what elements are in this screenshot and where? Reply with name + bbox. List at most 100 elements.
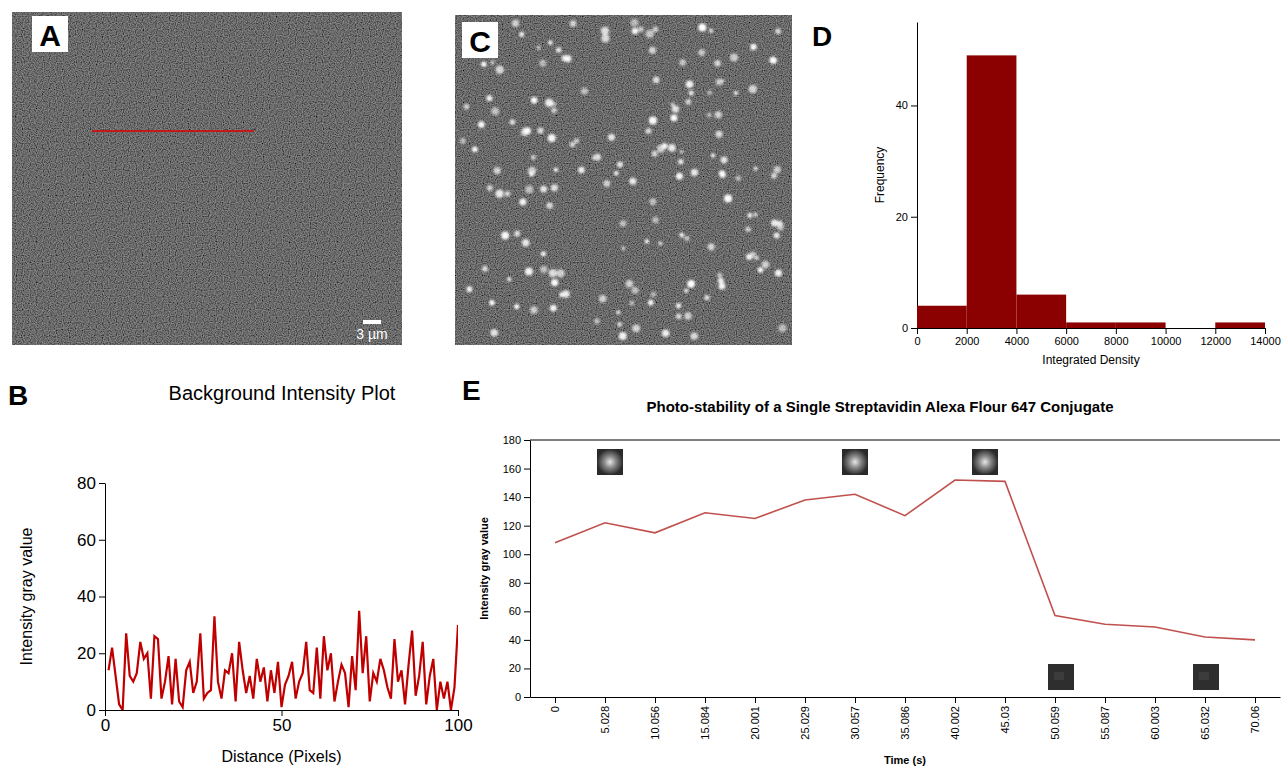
- spot: [698, 24, 706, 32]
- spot: [629, 178, 636, 185]
- spot: [525, 186, 533, 194]
- spot: [540, 266, 547, 273]
- spot: [769, 57, 776, 64]
- tick-label: 80: [77, 474, 96, 493]
- spot: [646, 128, 652, 134]
- spot: [557, 269, 565, 277]
- spot: [771, 173, 777, 179]
- tick: [1166, 328, 1167, 334]
- tick-label: 12000: [1200, 335, 1231, 347]
- tick-group: 6000: [1054, 328, 1078, 347]
- spot: [707, 113, 712, 118]
- tick-group: 20: [77, 644, 105, 663]
- spot: [717, 273, 722, 278]
- spot: [775, 270, 782, 277]
- tick-group: 60: [77, 531, 105, 550]
- spot: [570, 20, 577, 27]
- tick: [755, 697, 756, 703]
- spot: [746, 254, 752, 260]
- spot: [632, 28, 638, 34]
- tick-label: 45.03: [999, 706, 1011, 734]
- spot: [541, 251, 546, 256]
- spot: [691, 169, 698, 176]
- spot: [524, 127, 531, 134]
- bar: [1166, 328, 1216, 329]
- y-axis-title: Frequency: [873, 147, 887, 204]
- tick-label: 10.056: [649, 706, 661, 740]
- spot: [556, 47, 562, 53]
- tick-label: 160: [503, 463, 521, 475]
- tick: [855, 697, 856, 703]
- spot: [714, 60, 721, 67]
- spot: [649, 47, 656, 54]
- plot-area: [555, 480, 1255, 640]
- spot: [578, 167, 585, 174]
- spot: [632, 287, 639, 294]
- tick-group: 14000: [1250, 328, 1281, 347]
- spot: [687, 280, 694, 287]
- spot: [676, 313, 682, 319]
- spot: [596, 155, 600, 159]
- axis-line: [918, 328, 1266, 329]
- tick-group: 50.059: [1049, 697, 1061, 740]
- spot: [601, 27, 609, 35]
- figure: 3 µmA050100020406080Distance (Pixels)Int…: [0, 0, 1288, 773]
- tick-label: 180: [503, 434, 521, 446]
- spot: [678, 159, 683, 164]
- spot: [662, 329, 669, 336]
- image-ground: [455, 15, 792, 345]
- spot: [774, 232, 780, 238]
- spot: [679, 59, 686, 66]
- spot: [548, 40, 553, 45]
- tick: [524, 668, 530, 669]
- tick-group: 180: [503, 434, 530, 446]
- bar: [967, 55, 1017, 328]
- axis: 050100: [101, 710, 473, 735]
- spot: [687, 281, 694, 288]
- tick: [605, 697, 606, 703]
- tick-group: 55.087: [1099, 697, 1111, 740]
- panel-letter: D: [812, 21, 832, 52]
- axis: 02000400060008000100001200014000: [914, 328, 1280, 347]
- tick-group: 70.06: [1249, 697, 1261, 734]
- spots: [460, 19, 786, 340]
- tick-group: 30.057: [849, 697, 861, 740]
- spot: [745, 227, 751, 233]
- spot: [698, 49, 705, 56]
- tick-label: 15.084: [699, 706, 711, 740]
- spot: [707, 90, 712, 95]
- spot: [549, 269, 557, 277]
- spot: [679, 233, 684, 238]
- tick-group: 10000: [1151, 328, 1182, 347]
- tick-group: 15.084: [699, 697, 711, 740]
- tick-group: 45.03: [999, 697, 1011, 734]
- spot: [716, 131, 723, 138]
- spot: [519, 32, 524, 37]
- axis-line: [530, 441, 531, 698]
- tick-label: 50.059: [1049, 706, 1061, 740]
- spot: [550, 305, 557, 312]
- thumbnail-texture: [1054, 672, 1064, 680]
- image-noise: [455, 15, 792, 345]
- tick-label: 0: [914, 335, 920, 347]
- spot: [501, 232, 509, 240]
- spot: [464, 104, 469, 109]
- tick-group: 40.002: [949, 697, 961, 740]
- tick-group: 4000: [1005, 328, 1029, 347]
- axis-line: [917, 23, 918, 329]
- tick-group: 20: [896, 211, 917, 223]
- spot: [562, 290, 569, 297]
- tick-group: 60.003: [1149, 697, 1161, 740]
- spot: [489, 300, 495, 306]
- spot: [753, 167, 757, 171]
- tick-label: 0: [87, 701, 96, 720]
- panel-letter: B: [8, 380, 28, 411]
- tick: [99, 597, 105, 598]
- spot: [758, 267, 764, 273]
- spot: [672, 105, 679, 112]
- x-axis-title: Distance (Pixels): [221, 748, 341, 765]
- tick: [99, 540, 105, 541]
- spot: [689, 90, 694, 95]
- tick-label: 10000: [1151, 335, 1182, 347]
- tick-label: 60.003: [1149, 706, 1161, 740]
